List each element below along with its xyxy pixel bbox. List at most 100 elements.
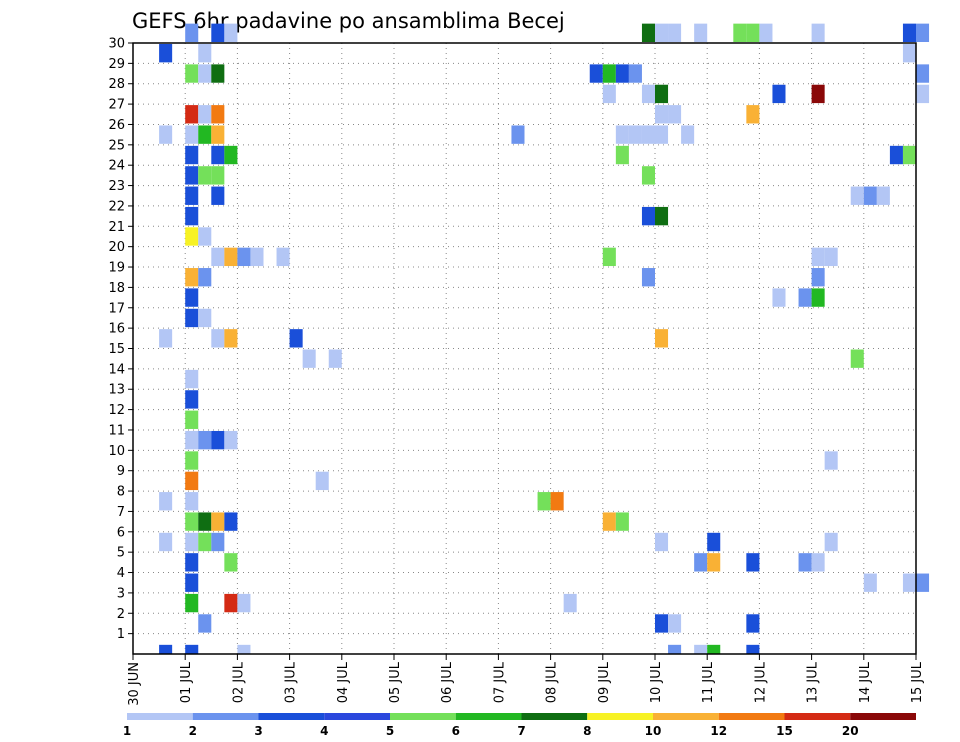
heatmap-cell — [746, 614, 760, 633]
heatmap-cell — [198, 105, 212, 124]
heatmap-cell — [902, 573, 916, 592]
heatmap-cell — [198, 227, 212, 246]
y-tick-label: 1 — [117, 627, 125, 642]
heatmap-cell — [563, 593, 577, 613]
x-tick-label: 01 JUL — [179, 661, 194, 703]
colorbar-segment — [718, 713, 785, 720]
y-tick-label: 2 — [117, 607, 125, 622]
y-tick-label: 30 — [108, 37, 125, 52]
heatmap-cell — [185, 532, 199, 552]
heatmap-cell — [211, 512, 225, 531]
colorbar-label: 3 — [254, 724, 262, 738]
heatmap-cell — [198, 430, 212, 450]
colorbar-segment — [455, 713, 522, 720]
heatmap-cell — [811, 268, 825, 287]
heatmap-cell — [185, 308, 199, 328]
heatmap-cell — [811, 23, 825, 42]
heatmap-cell — [185, 166, 199, 185]
heatmap-cell — [641, 166, 655, 185]
heatmap-cell — [641, 84, 655, 104]
heatmap-cell — [185, 23, 199, 42]
heatmap-cell — [746, 23, 760, 42]
colorbar-segment — [784, 713, 851, 720]
heatmap-cell — [211, 23, 225, 42]
colorbar-segment — [653, 713, 719, 720]
heatmap-cell — [198, 308, 212, 328]
heatmap-cell — [185, 288, 199, 307]
x-tick-label: 08 JUL — [545, 661, 560, 703]
heatmap-cell — [811, 553, 825, 572]
heatmap-cell — [237, 247, 251, 267]
heatmap-cell — [655, 329, 669, 348]
heatmap-cell — [811, 288, 825, 307]
heatmap-cell — [224, 145, 238, 165]
heatmap-cell — [289, 329, 303, 348]
heatmap-cell — [798, 553, 812, 572]
heatmap-cell — [824, 247, 838, 267]
heatmap-cell — [615, 512, 629, 531]
heatmap-cell — [916, 573, 930, 592]
heatmap-cell — [185, 593, 199, 613]
heatmap-cell — [211, 186, 225, 205]
heatmap-cell — [237, 593, 251, 613]
heatmap-cell — [641, 206, 655, 226]
heatmap-cell — [876, 186, 890, 205]
x-tick-label: 10 JUL — [649, 661, 664, 703]
y-tick-label: 20 — [108, 240, 125, 255]
heatmap-cell — [916, 84, 930, 104]
heatmap-cell — [237, 644, 251, 654]
heatmap-cell — [733, 23, 747, 42]
colorbar-segment — [850, 713, 916, 720]
heatmap-cell — [211, 64, 225, 83]
heatmap-cell — [811, 247, 825, 267]
heatmap-cell — [185, 64, 199, 83]
heatmap-cell — [185, 553, 199, 572]
heatmap-cell — [185, 471, 199, 491]
heatmap-cell — [328, 349, 342, 368]
y-tick-label: 28 — [108, 77, 125, 92]
y-tick-label: 13 — [108, 383, 125, 398]
heatmap-cell — [615, 125, 629, 144]
colorbar-label: 12 — [710, 724, 727, 738]
heatmap-cell — [655, 84, 669, 104]
heatmap-cell — [159, 492, 173, 511]
y-tick-label: 8 — [117, 485, 125, 500]
y-tick-label: 26 — [108, 118, 125, 133]
heatmap-cell — [746, 105, 760, 124]
heatmap-cell — [916, 23, 930, 42]
heatmap-cell — [224, 553, 238, 572]
heatmap-cell — [185, 430, 199, 450]
heatmap-cell — [628, 64, 642, 83]
heatmap-cell — [185, 227, 199, 246]
y-tick-label: 7 — [117, 505, 125, 520]
heatmap-cell — [655, 125, 669, 144]
heatmap-cell — [224, 593, 238, 613]
x-tick-label: 04 JUL — [336, 661, 351, 703]
y-tick-label: 29 — [108, 57, 125, 72]
heatmap-cell — [681, 125, 695, 144]
heatmap-cell — [694, 23, 708, 42]
heatmap-cell — [668, 644, 682, 654]
heatmap-cell — [185, 125, 199, 144]
y-tick-label: 15 — [108, 342, 125, 357]
heatmap-cell — [641, 23, 655, 42]
heatmap-cell — [185, 369, 199, 389]
x-tick-label: 14 JUL — [858, 661, 873, 703]
heatmap-cell — [211, 166, 225, 185]
y-tick-label: 3 — [117, 586, 125, 601]
heatmap-cell — [159, 329, 173, 348]
heatmap-cell — [198, 614, 212, 633]
chart-title: GEFS 6hr padavine po ansamblima Becej — [132, 9, 565, 33]
y-tick-label: 12 — [108, 403, 125, 418]
heatmap-cell — [198, 512, 212, 531]
heatmap-cell — [902, 23, 916, 42]
heatmap-cell — [668, 105, 682, 124]
heatmap-cell — [772, 84, 786, 104]
heatmap-cell — [641, 125, 655, 144]
heatmap-cell — [185, 206, 199, 226]
x-tick-label: 12 JUL — [753, 661, 768, 703]
heatmap-cell — [185, 268, 199, 287]
heatmap-cell — [211, 247, 225, 267]
heatmap-cell — [185, 410, 199, 429]
colorbar-label: 8 — [583, 724, 591, 738]
